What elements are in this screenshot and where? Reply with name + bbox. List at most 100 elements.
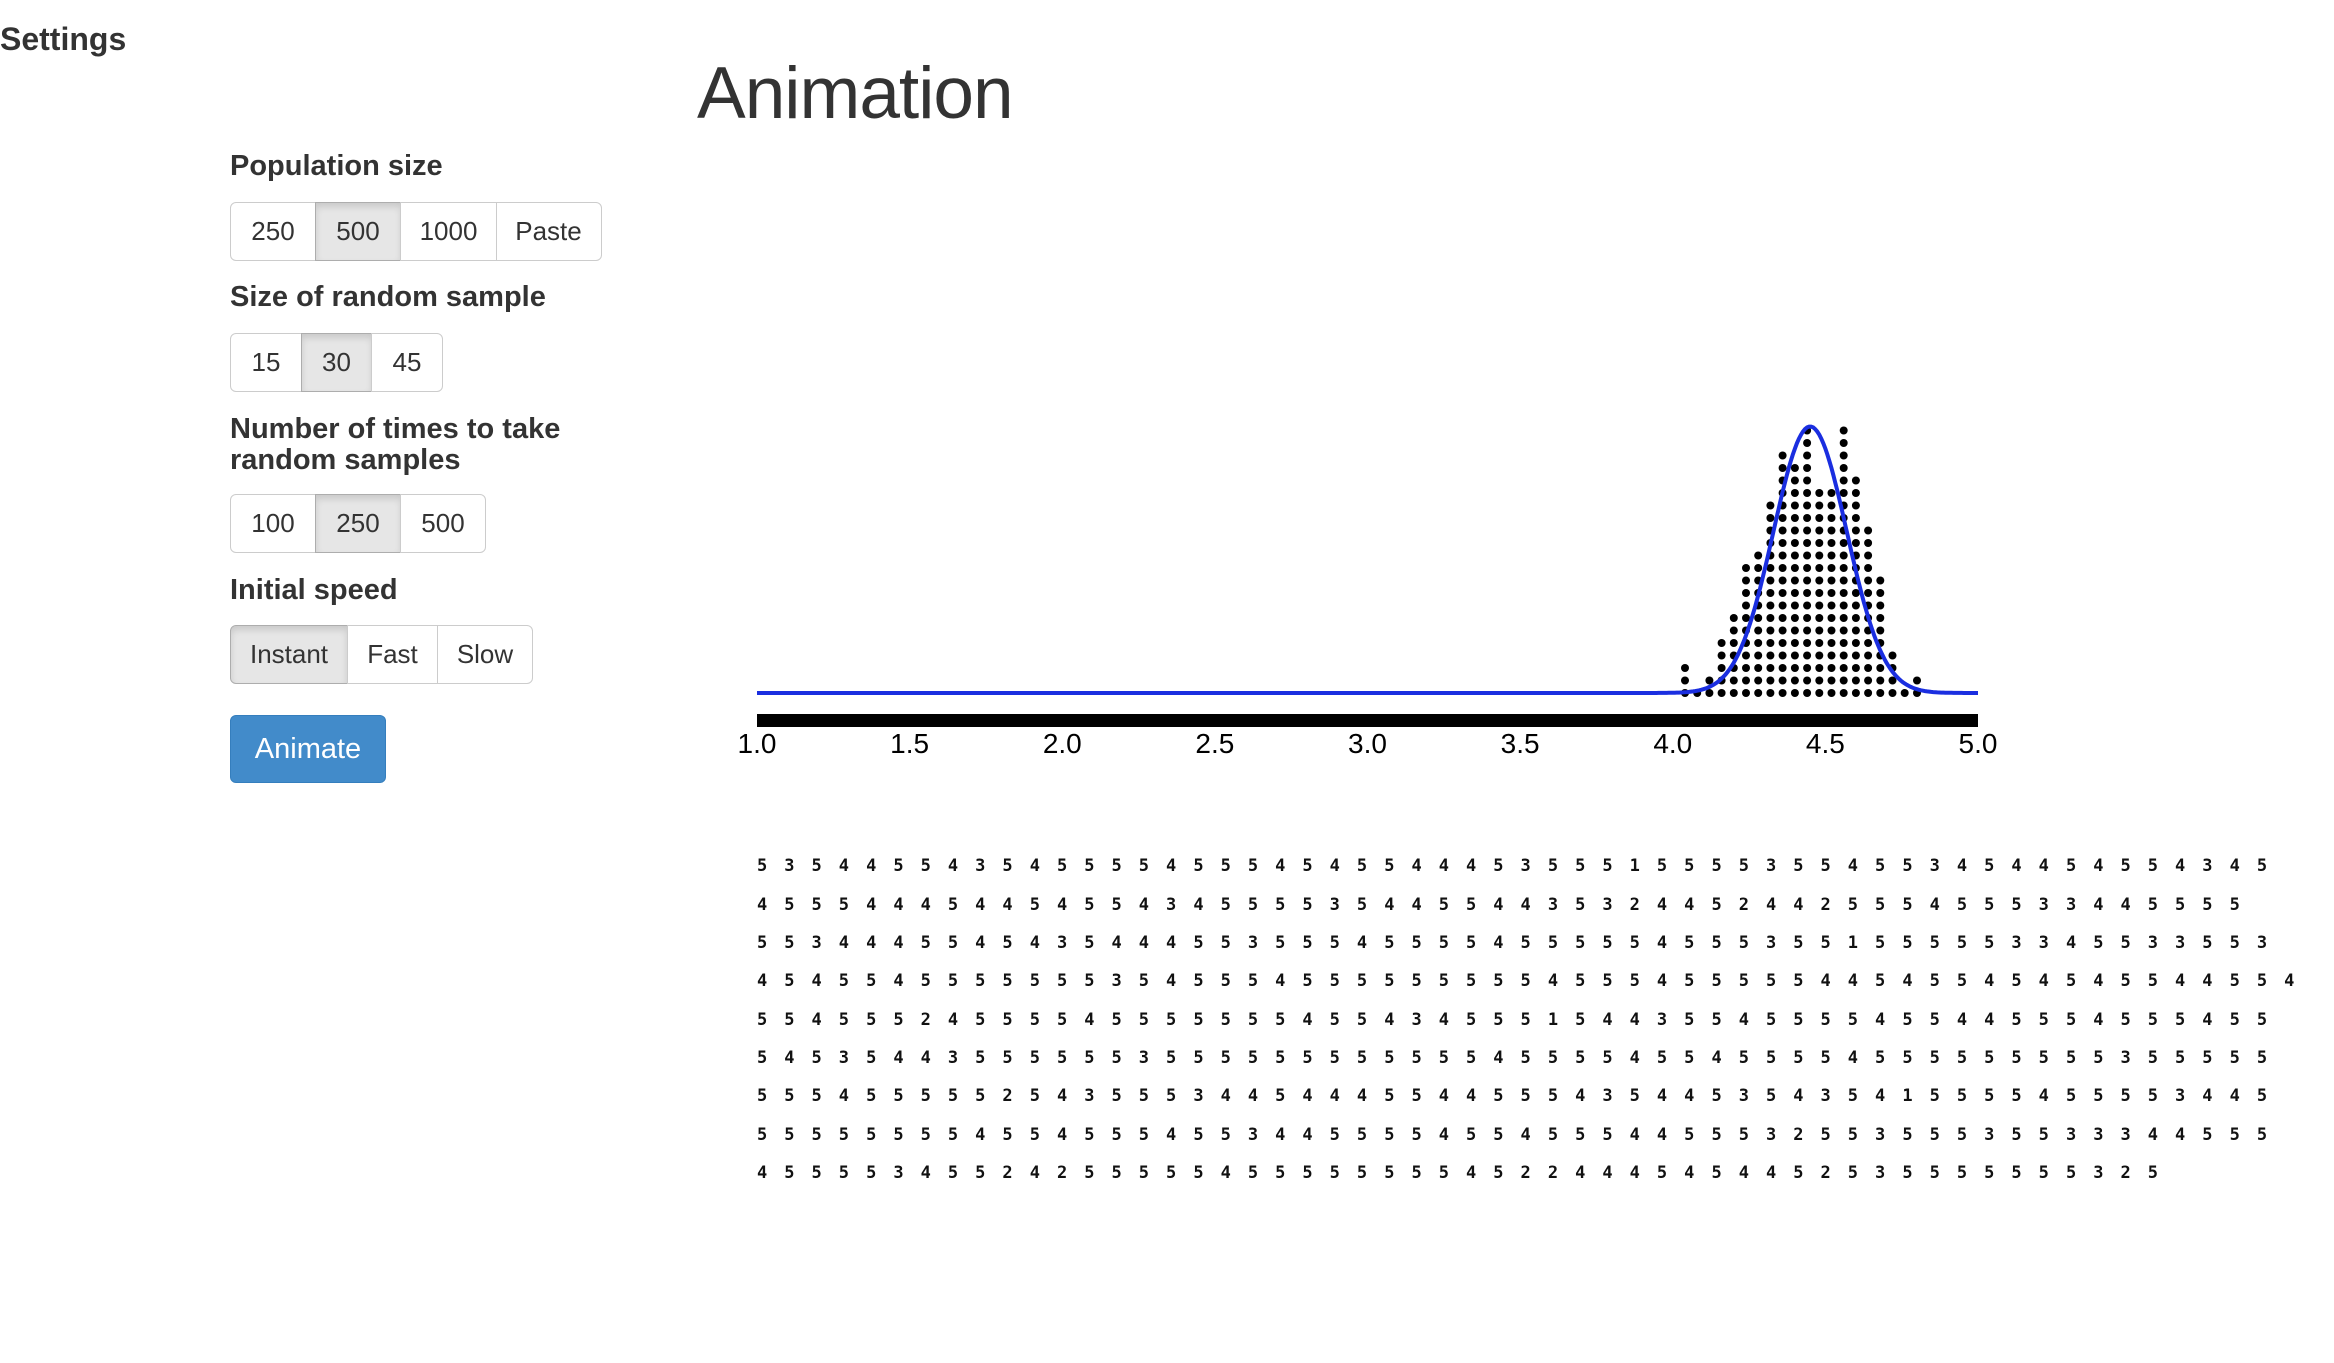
dot-11-8 [1815,589,1824,598]
x-tick-label-6: 4.0 [1653,728,1692,759]
repetitions-500-button[interactable]: 500 [400,494,486,554]
dot-10-18 [1803,464,1812,473]
dot-14-17 [1851,476,1860,485]
dot-9-18 [1790,464,1799,473]
dot-9-7 [1790,601,1799,610]
settings-title: Settings [0,21,127,58]
dot-12-1 [1827,676,1836,685]
dot-5-6 [1742,614,1750,623]
dot-11-0 [1815,689,1824,698]
dot-14-16 [1851,489,1860,498]
dot-14-12 [1851,539,1860,548]
dot-10-8 [1803,589,1812,598]
dot-14-7 [1851,601,1860,610]
dot-6-11 [1754,551,1763,560]
initial-speed-label: Initial speed [230,574,398,607]
dot-11-6 [1815,614,1824,623]
dot-13-4 [1839,639,1848,648]
speed-slow-button[interactable]: Slow [437,625,533,685]
dot-8-5 [1778,626,1787,635]
dot-17-1 [1888,676,1897,685]
x-tick-label-8: 5.0 [1959,728,1998,759]
dot-10-15 [1803,501,1812,510]
dot-13-16 [1839,489,1848,498]
population-250-button[interactable]: 250 [230,202,316,262]
x-tick-label-7: 4.5 [1806,728,1845,759]
x-axis-tick-labels: 1.0 1.5 2.0 2.5 3.0 3.5 4.0 4.5 5.0 [738,728,1998,759]
dot-8-19 [1778,451,1787,460]
sample-line-8: 4 5 5 5 5 3 4 5 5 2 4 2 5 5 5 5 5 4 5 5 … [757,1162,2162,1183]
dot-11-9 [1815,576,1824,585]
animation-title: Animation [697,53,1014,135]
dot-11-13 [1815,526,1824,535]
dot-6-6 [1754,614,1763,623]
dot-16-8 [1876,589,1885,598]
dot-6-2 [1754,664,1763,673]
dot-8-3 [1778,651,1787,660]
sample-45-button[interactable]: 45 [371,333,443,393]
dot-11-14 [1815,514,1824,523]
dot-10-3 [1803,651,1812,660]
dot-10-1 [1803,676,1812,685]
dot-13-1 [1839,676,1848,685]
dot-7-6 [1766,614,1775,623]
dot-4-1 [1729,676,1738,685]
dot-13-6 [1839,614,1848,623]
dot-10-11 [1803,551,1812,560]
sample-values-text: 5 3 5 4 4 5 5 4 3 5 4 5 5 5 5 4 5 5 5 4 … [757,847,2294,1192]
dot-16-5 [1876,626,1885,635]
dot-8-0 [1778,689,1787,698]
population-1000-button[interactable]: 1000 [400,202,497,262]
dot-13-8 [1839,589,1848,598]
speed-fast-button[interactable]: Fast [346,625,439,685]
repetitions-250-button[interactable]: 250 [314,494,402,554]
repetitions-group: 100 250 500 [230,494,486,554]
dot-8-8 [1778,589,1787,598]
dot-15-8 [1864,589,1873,598]
population-paste-button[interactable]: Paste [495,202,602,262]
dot-7-5 [1766,626,1775,635]
dot-9-5 [1790,626,1799,635]
sample-30-button[interactable]: 30 [300,333,373,393]
dot-5-3 [1742,651,1750,660]
dot-8-12 [1778,539,1787,548]
dot-15-1 [1864,676,1873,685]
dot-4-6 [1729,614,1738,623]
dot-14-5 [1851,626,1860,635]
dot-11-16 [1815,489,1824,498]
x-tick-label-0: 1.0 [738,728,777,759]
dot-10-19 [1803,451,1812,460]
dot-9-3 [1790,651,1799,660]
dot-10-0 [1803,689,1812,698]
dot-9-9 [1790,576,1799,585]
dot-14-4 [1851,639,1860,648]
dot-10-12 [1803,539,1812,548]
dot-12-9 [1827,576,1836,585]
population-500-button[interactable]: 500 [314,202,402,262]
dot-5-0 [1742,689,1750,698]
dot-9-10 [1790,564,1799,573]
normal-curve [757,425,1978,696]
dot-14-15 [1851,501,1860,510]
sample-15-button[interactable]: 15 [230,333,302,393]
dot-15-13 [1864,526,1873,535]
dot-10-4 [1803,639,1812,648]
dot-11-15 [1815,501,1824,510]
repetitions-100-button[interactable]: 100 [230,494,316,554]
dot-10-10 [1803,564,1812,573]
dot-5-1 [1742,676,1750,685]
dot-13-20 [1839,439,1848,448]
dot-7-14 [1766,514,1775,523]
dot-19-1 [1913,676,1921,685]
dot-15-4 [1864,639,1873,648]
dot-16-7 [1876,601,1885,610]
dot-12-5 [1827,626,1836,635]
dot-4-5 [1729,626,1738,635]
animate-button[interactable]: Animate [230,715,386,784]
dot-6-10 [1754,564,1763,573]
dot-10-7 [1803,601,1812,610]
dot-15-10 [1864,564,1873,573]
dot-9-14 [1790,514,1799,523]
dot-9-12 [1790,539,1799,548]
dot-2-1 [1705,676,1714,685]
